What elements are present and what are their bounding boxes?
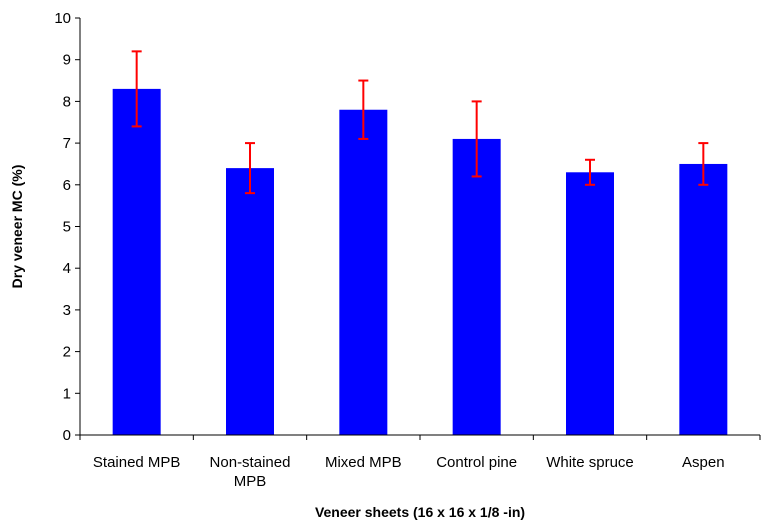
x-tick-label: Control pine: [436, 454, 517, 471]
error-bar: [698, 142, 709, 186]
error-bar: [131, 50, 142, 128]
y-tick-label: 0: [63, 427, 71, 444]
y-tick-label: 10: [54, 10, 71, 27]
error-bars-group: [131, 50, 709, 195]
bar: [226, 168, 274, 435]
bar: [679, 163, 728, 435]
y-ticks-group: 0 1 2 3 4 5 6 7 8 9 10: [54, 10, 80, 444]
x-tick-label: Mixed MPB: [325, 454, 402, 471]
y-tick-label: 3: [63, 302, 71, 319]
error-bar: [585, 158, 595, 186]
x-tick-label: Stained MPB: [93, 454, 181, 471]
error-bar: [245, 142, 255, 195]
bar: [339, 109, 388, 436]
y-tick-label: 1: [63, 385, 71, 402]
y-tick-label: 4: [63, 260, 71, 277]
y-tick-label: 6: [63, 177, 71, 194]
bar: [452, 138, 501, 435]
y-tick-label: 8: [63, 93, 71, 110]
bars-group: [112, 88, 728, 436]
bar: [566, 172, 614, 436]
y-tick-label: 2: [63, 344, 71, 361]
y-axis-title: Dry veneer MC (%): [9, 165, 25, 289]
error-bar: [358, 79, 369, 140]
x-tick-label: Non-stained MPB: [210, 454, 291, 490]
y-tick-label: 9: [63, 52, 71, 69]
x-tick-label: White spruce: [546, 454, 634, 471]
x-tick-label: Aspen: [682, 454, 725, 471]
x-ticks-group: Stained MPB Non-stained MPB Mixed MPB Contro…: [79, 435, 761, 490]
y-tick-label: 5: [63, 219, 71, 236]
bar: [112, 88, 161, 435]
axes-group: [79, 18, 760, 436]
error-bar: [471, 100, 482, 178]
y-tick-label: 7: [63, 135, 71, 152]
x-axis-title: Veneer sheets (16 x 16 x 1/8 -in): [315, 504, 525, 520]
